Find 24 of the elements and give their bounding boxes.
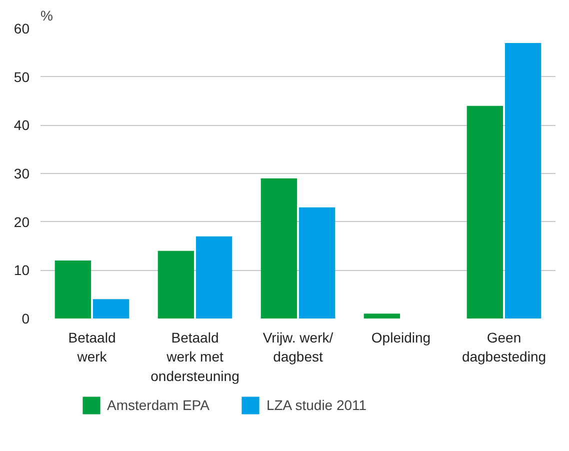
x-tick-label: Betaald werk — [68, 330, 116, 365]
legend-label: Amsterdam EPA — [107, 397, 210, 413]
y-tick-label: 50 — [14, 68, 30, 85]
y-axis-title: % — [40, 8, 53, 24]
y-tick-label: 20 — [14, 214, 30, 230]
bar — [196, 236, 232, 318]
y-tick-label: 30 — [14, 166, 30, 182]
bar — [364, 314, 400, 318]
bar — [466, 106, 504, 318]
x-tick-label: Opleiding — [371, 330, 431, 346]
y-tick-label: 0 — [22, 310, 30, 326]
y-tick-label: 60 — [14, 20, 30, 36]
x-tick-label: Vrijw. werk/ dagbest — [262, 330, 334, 365]
x-tick-label: Betaald werk met ondersteuning — [150, 330, 240, 384]
legend-label: LZA studie 2011 — [266, 397, 367, 413]
bar — [260, 178, 298, 318]
x-tick-label: Geen dagbesteding — [462, 330, 546, 365]
y-tick-label: 10 — [14, 262, 30, 278]
bar — [92, 299, 130, 318]
bar — [504, 43, 542, 318]
bar — [158, 250, 194, 318]
y-tick-label: 40 — [14, 117, 30, 134]
bar — [54, 260, 92, 318]
bar — [298, 207, 336, 318]
